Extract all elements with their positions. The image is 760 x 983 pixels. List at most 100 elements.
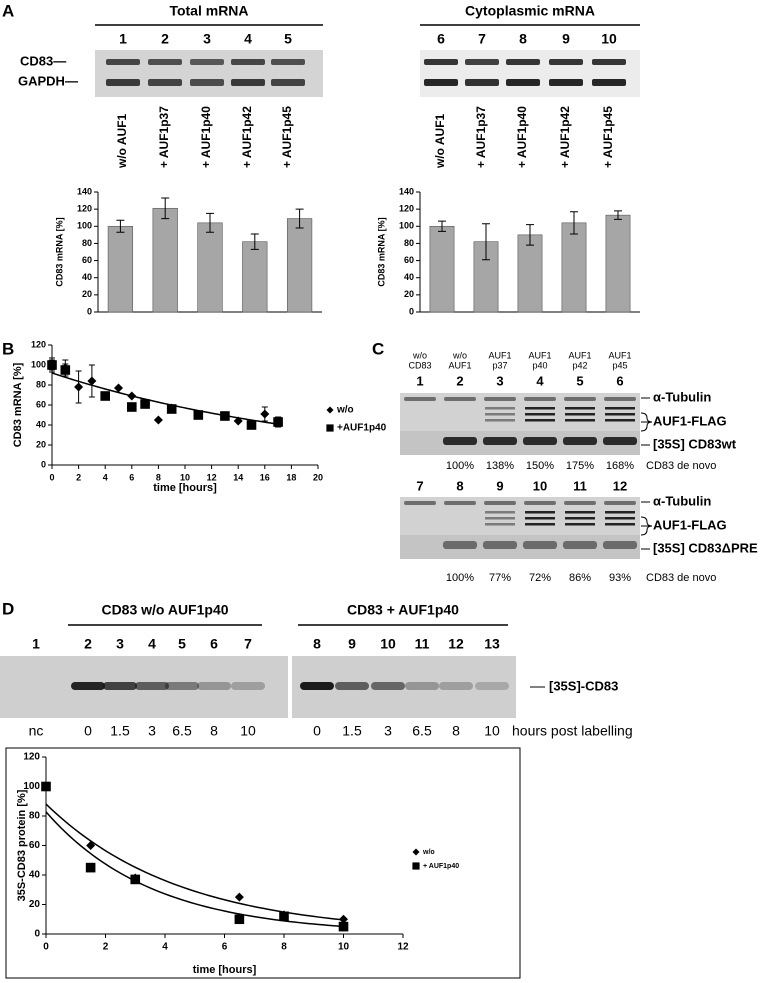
blot-label: [35S] CD83ΔPRE [653,540,758,555]
data-point [234,914,245,925]
blot-band [524,397,556,401]
gel-band [549,59,583,65]
blot-band [525,523,555,526]
y-tick-label: 40 [29,870,41,881]
y-tick-label: 80 [82,238,92,248]
bar [152,207,178,313]
gel-band [424,79,458,86]
condition-label: + AUF1p45 [601,106,615,168]
blot-band [483,541,517,549]
column-header: AUF1 [528,350,551,360]
gel [420,50,640,97]
condition-label: + AUF1p42 [240,106,254,168]
gel-band [135,682,169,690]
x-tick-label: 4 [103,472,108,482]
column-header: p40 [532,360,547,370]
gel-band [424,59,458,65]
gel-label: CD83— [20,53,66,68]
blot-band [484,501,516,505]
blot-band [605,413,635,416]
blot-label: α-Tubulin [653,493,711,508]
blot-band [525,511,555,514]
lane-number: 4 [148,636,156,652]
gel-band [371,682,405,690]
error-bar [482,223,490,261]
y-tick-label: 120 [23,752,40,763]
gel-band [197,682,231,690]
condition-label: + AUF1p37 [474,106,488,168]
error-bar [116,219,125,233]
section-title: Cytoplasmic mRNA [465,3,595,19]
blot-band [444,397,476,401]
bar [107,225,134,313]
condition-label: w/o AUF1 [115,113,129,169]
lane-number: 4 [244,31,252,47]
error-bar [438,220,446,232]
column-header: AUF1 [568,350,591,360]
y-tick-label: 100 [399,221,414,231]
y-tick-label: 120 [399,204,414,214]
lane-number: 10 [601,31,617,47]
group-title: CD83 + AUF1p40 [347,602,459,618]
panel-label: A [2,1,14,20]
y-tick-label: 0 [87,306,92,316]
chart-frame [5,747,521,979]
time-label: 1.5 [342,723,362,739]
error-bar [614,210,622,220]
blot [400,431,640,455]
x-tick-label: 0 [49,472,54,482]
blot-band [485,407,515,410]
y-tick-label: 40 [82,272,92,282]
data-point [74,382,84,392]
x-tick-label: 6 [222,942,228,953]
data-point [246,420,257,430]
blot-band [565,419,595,422]
blot-band [565,413,595,416]
y-tick-label: 140 [399,186,414,196]
bar [517,234,543,313]
column-header: w/o [412,350,427,360]
lane-number: 1 [32,636,40,652]
column-header: p37 [492,360,507,370]
time-label: 8 [210,723,218,739]
gel-band [231,682,265,690]
lane-number: 12 [613,478,627,493]
blot [400,535,640,559]
blot-band [485,419,515,422]
blot-band [483,437,517,445]
blot-band [443,541,477,549]
lane-number: 2 [84,636,92,652]
gel-band [103,682,137,690]
legend-label: w/o [336,405,354,416]
condition-label: w/o AUF1 [433,113,447,169]
data-point [279,911,289,922]
data-point [153,415,163,425]
gel-band [549,79,583,86]
data-point [166,404,177,414]
blot-label: AUF1-FLAG [653,517,727,532]
data-point [260,409,270,419]
blot-band [444,501,476,505]
lane-number: 10 [533,478,547,493]
gel [95,50,323,97]
y-tick-label: 60 [29,840,41,851]
percentage: 168% [606,460,634,472]
y-tick-label: 120 [31,339,46,349]
gel-band [231,79,265,86]
gel-band [506,79,540,86]
lane-number: 1 [416,373,423,388]
gel-band [465,79,499,86]
y-axis-label: CD83 mRNA [%] [54,217,64,286]
y-tick-label: 0 [409,306,414,316]
lane-number: 3 [496,373,503,388]
gel-band [405,682,439,690]
lane-number: 8 [519,31,527,47]
data-point [87,376,97,386]
time-label: 10 [484,723,500,739]
lane-number: 4 [536,373,544,388]
legend-marker [326,406,334,414]
error-bar [570,211,578,235]
time-label: 8 [452,723,460,739]
